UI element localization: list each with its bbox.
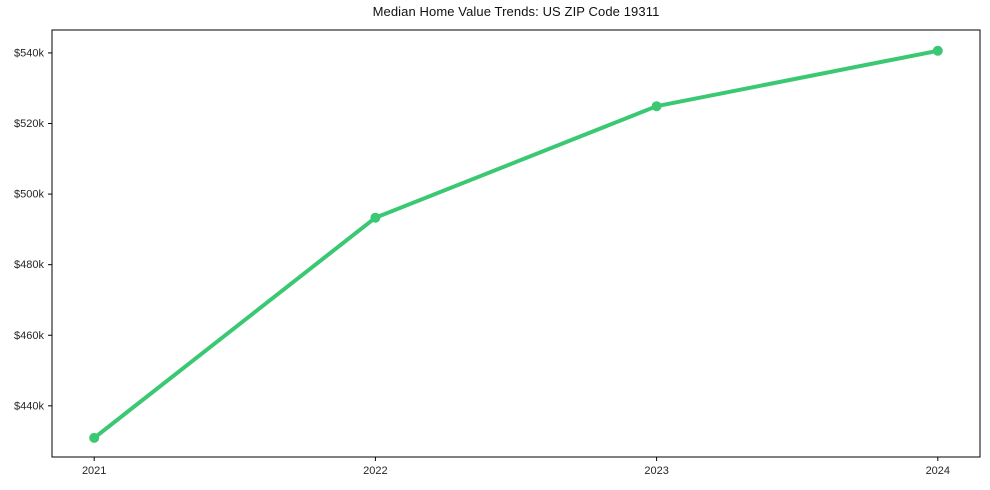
x-tick-label: 2021 <box>82 465 106 477</box>
trend-line <box>92 48 940 440</box>
y-tick-label: $460k <box>14 330 44 342</box>
y-tick-label: $440k <box>14 400 44 412</box>
y-tick-label: $500k <box>14 189 44 201</box>
y-tick-label: $480k <box>14 259 44 271</box>
y-tick-label: $520k <box>14 118 44 130</box>
x-tick-label: 2023 <box>644 465 668 477</box>
plot-frame <box>51 29 981 458</box>
data-point-marker <box>89 432 100 443</box>
y-tick-label: $540k <box>14 47 44 59</box>
x-tick-label: 2022 <box>363 465 387 477</box>
data-point-marker <box>651 101 662 112</box>
data-point-marker <box>370 212 381 223</box>
chart-title: Median Home Value Trends: US ZIP Code 19… <box>372 4 660 19</box>
data-point-marker <box>932 45 943 56</box>
x-tick-label: 2024 <box>926 465 950 477</box>
